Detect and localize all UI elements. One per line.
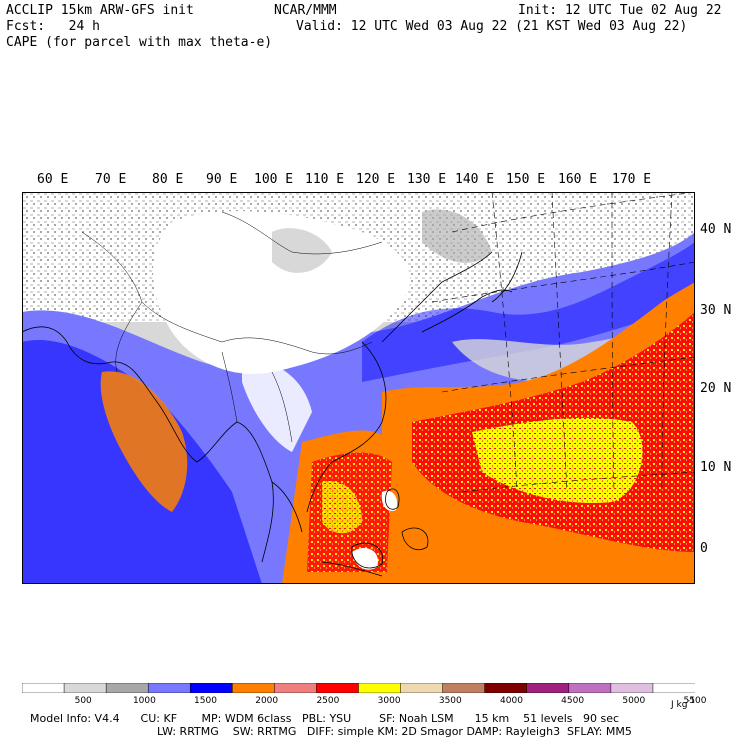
colorbar-tick-label: 500 [74,696,92,706]
lon-label: 100 E [254,172,294,187]
lat-label: 40 N [700,222,732,237]
colorbar-tick-label: 5500 [683,696,707,706]
lon-label: 90 E [206,172,238,187]
colorbar-swatch [190,683,233,693]
colorbar-swatch [568,683,612,693]
colorbar-tick-label: 5000 [622,696,646,706]
colorbar-swatch [316,683,360,693]
colorbar-tick-label: 3500 [438,696,462,706]
colorbar-swatch [442,683,486,693]
lon-label: 160 E [558,172,598,187]
field-title: CAPE (for parcel with max theta-e) [6,35,273,50]
lon-label: 150 E [506,172,546,187]
colorbar-swatch [147,683,191,693]
forecast-hour: Fcst: 24 h [6,19,100,34]
colorbar-tick-label: 2500 [316,696,340,706]
colorbar-tick-label: 2000 [255,696,279,706]
colorbar-swatch [105,683,149,693]
colorbar-swatch [652,683,695,693]
colorbar-swatch [610,683,654,693]
lon-label: 140 E [455,172,495,187]
model-info-line1: Model Info: V4.4 CU: KF MP: WDM 6class P… [30,712,620,725]
lon-label: 70 E [95,172,127,187]
lat-label: 10 N [700,460,732,475]
cape-map [22,192,695,584]
institution-label: NCAR/MMM [274,3,337,18]
colorbar-tick-label: 4000 [500,696,523,706]
colorbar-tick-label: 3000 [377,696,401,706]
lon-label: 60 E [37,172,69,187]
lon-label: 80 E [152,172,184,187]
lon-label: 120 E [356,172,396,187]
colorbar-swatch [232,683,275,693]
lon-label: 130 E [407,172,447,187]
colorbar-swatch [63,683,107,693]
colorbar-unit: J kg-1 [671,696,695,710]
colorbar-swatch [22,683,65,693]
colorbar-swatch [400,683,444,693]
colorbar-swatch [484,683,528,693]
model-info-line2: LW: RRTMG SW: RRTMG DIFF: simple KM: 2D … [157,725,632,738]
lon-label: 170 E [612,172,652,187]
colorbar-swatch [358,683,402,693]
colorbar-tick-label: 1500 [194,696,217,706]
colorbar-swatch [274,683,317,693]
lat-label: 20 N [700,381,732,396]
colorbar [22,683,695,693]
lat-label: 30 N [700,303,732,318]
colorbar-tick-label: 1000 [132,696,156,706]
colorbar-swatch [526,683,570,693]
lat-label: 0 [700,541,708,556]
model-title: ACCLIP 15km ARW-GFS init [6,3,194,18]
colorbar-tick-label: 4500 [561,696,585,706]
init-time: Init: 12 UTC Tue 02 Aug 22 [518,3,722,18]
lon-label: 110 E [305,172,345,187]
valid-time: Valid: 12 UTC Wed 03 Aug 22 (21 KST Wed … [296,19,688,34]
